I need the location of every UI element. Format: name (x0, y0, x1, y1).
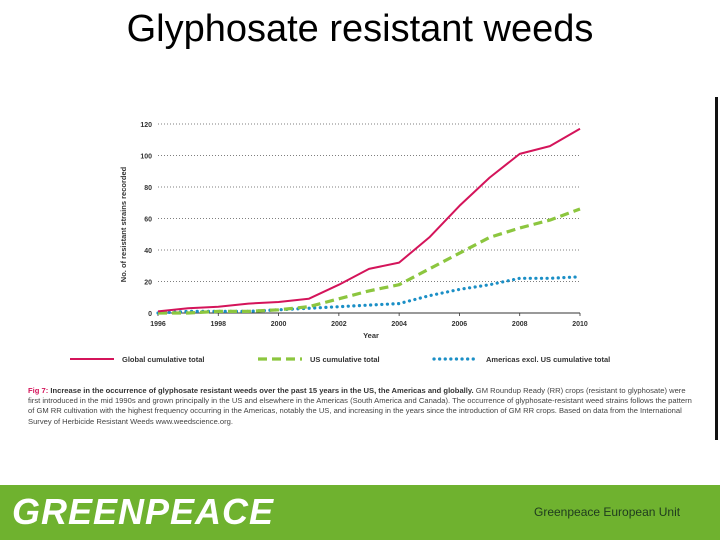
x-axis-label: Year (363, 331, 379, 340)
y-tick-label: 80 (144, 185, 152, 192)
x-tick-label: 2002 (331, 321, 347, 328)
series-line-2 (158, 207, 581, 315)
x-tick-label: 2004 (391, 321, 407, 328)
series-line-1 (157, 127, 581, 313)
y-tick-label: 20 (144, 280, 152, 287)
caption-bold-text: Increase in the occurrence of glyphosate… (50, 386, 474, 395)
footer-unit-label: Greenpeace European Unit (534, 505, 681, 519)
resistant-weeds-chart: 0 20 40 60 80 100 120 1996 1998 2000 2002 2004 2006 2… (70, 122, 610, 364)
figure-caption: Fig 7: Increase in the occurrence of gly… (28, 386, 693, 427)
caption-fig-label: Fig 7: (28, 386, 49, 395)
y-tick-label: 100 (140, 154, 152, 161)
greenpeace-logo: GREENPEACE (12, 491, 275, 532)
x-tick-label: 1998 (210, 321, 226, 328)
footer-bar: GREENPEACE Greenpeace European Unit (0, 485, 720, 540)
slide-title: Glyphosate resistant weeds (126, 8, 594, 50)
x-tick-label: 2006 (452, 321, 468, 328)
legend-label: US cumulative total (310, 355, 380, 364)
legend-label: Americas excl. US cumulative total (486, 355, 610, 364)
x-tick-label: 1996 (150, 321, 166, 328)
y-tick-label: 0 (148, 311, 152, 318)
x-tick-label: 2008 (512, 321, 528, 328)
caption-body-text: GM Roundup Ready (RR) crops (resistant t… (28, 386, 692, 426)
series-line-3 (156, 275, 582, 315)
y-tick-label: 120 (140, 122, 152, 129)
x-tick-label: 2000 (271, 321, 287, 328)
vertical-divider (715, 97, 718, 440)
legend-label: Global cumulative total (122, 355, 205, 364)
x-tick-label: 2010 (572, 321, 588, 328)
y-tick-label: 60 (144, 217, 152, 224)
y-axis-label: No. of resistant strains recorded (119, 166, 128, 282)
y-tick-label: 40 (144, 248, 152, 255)
